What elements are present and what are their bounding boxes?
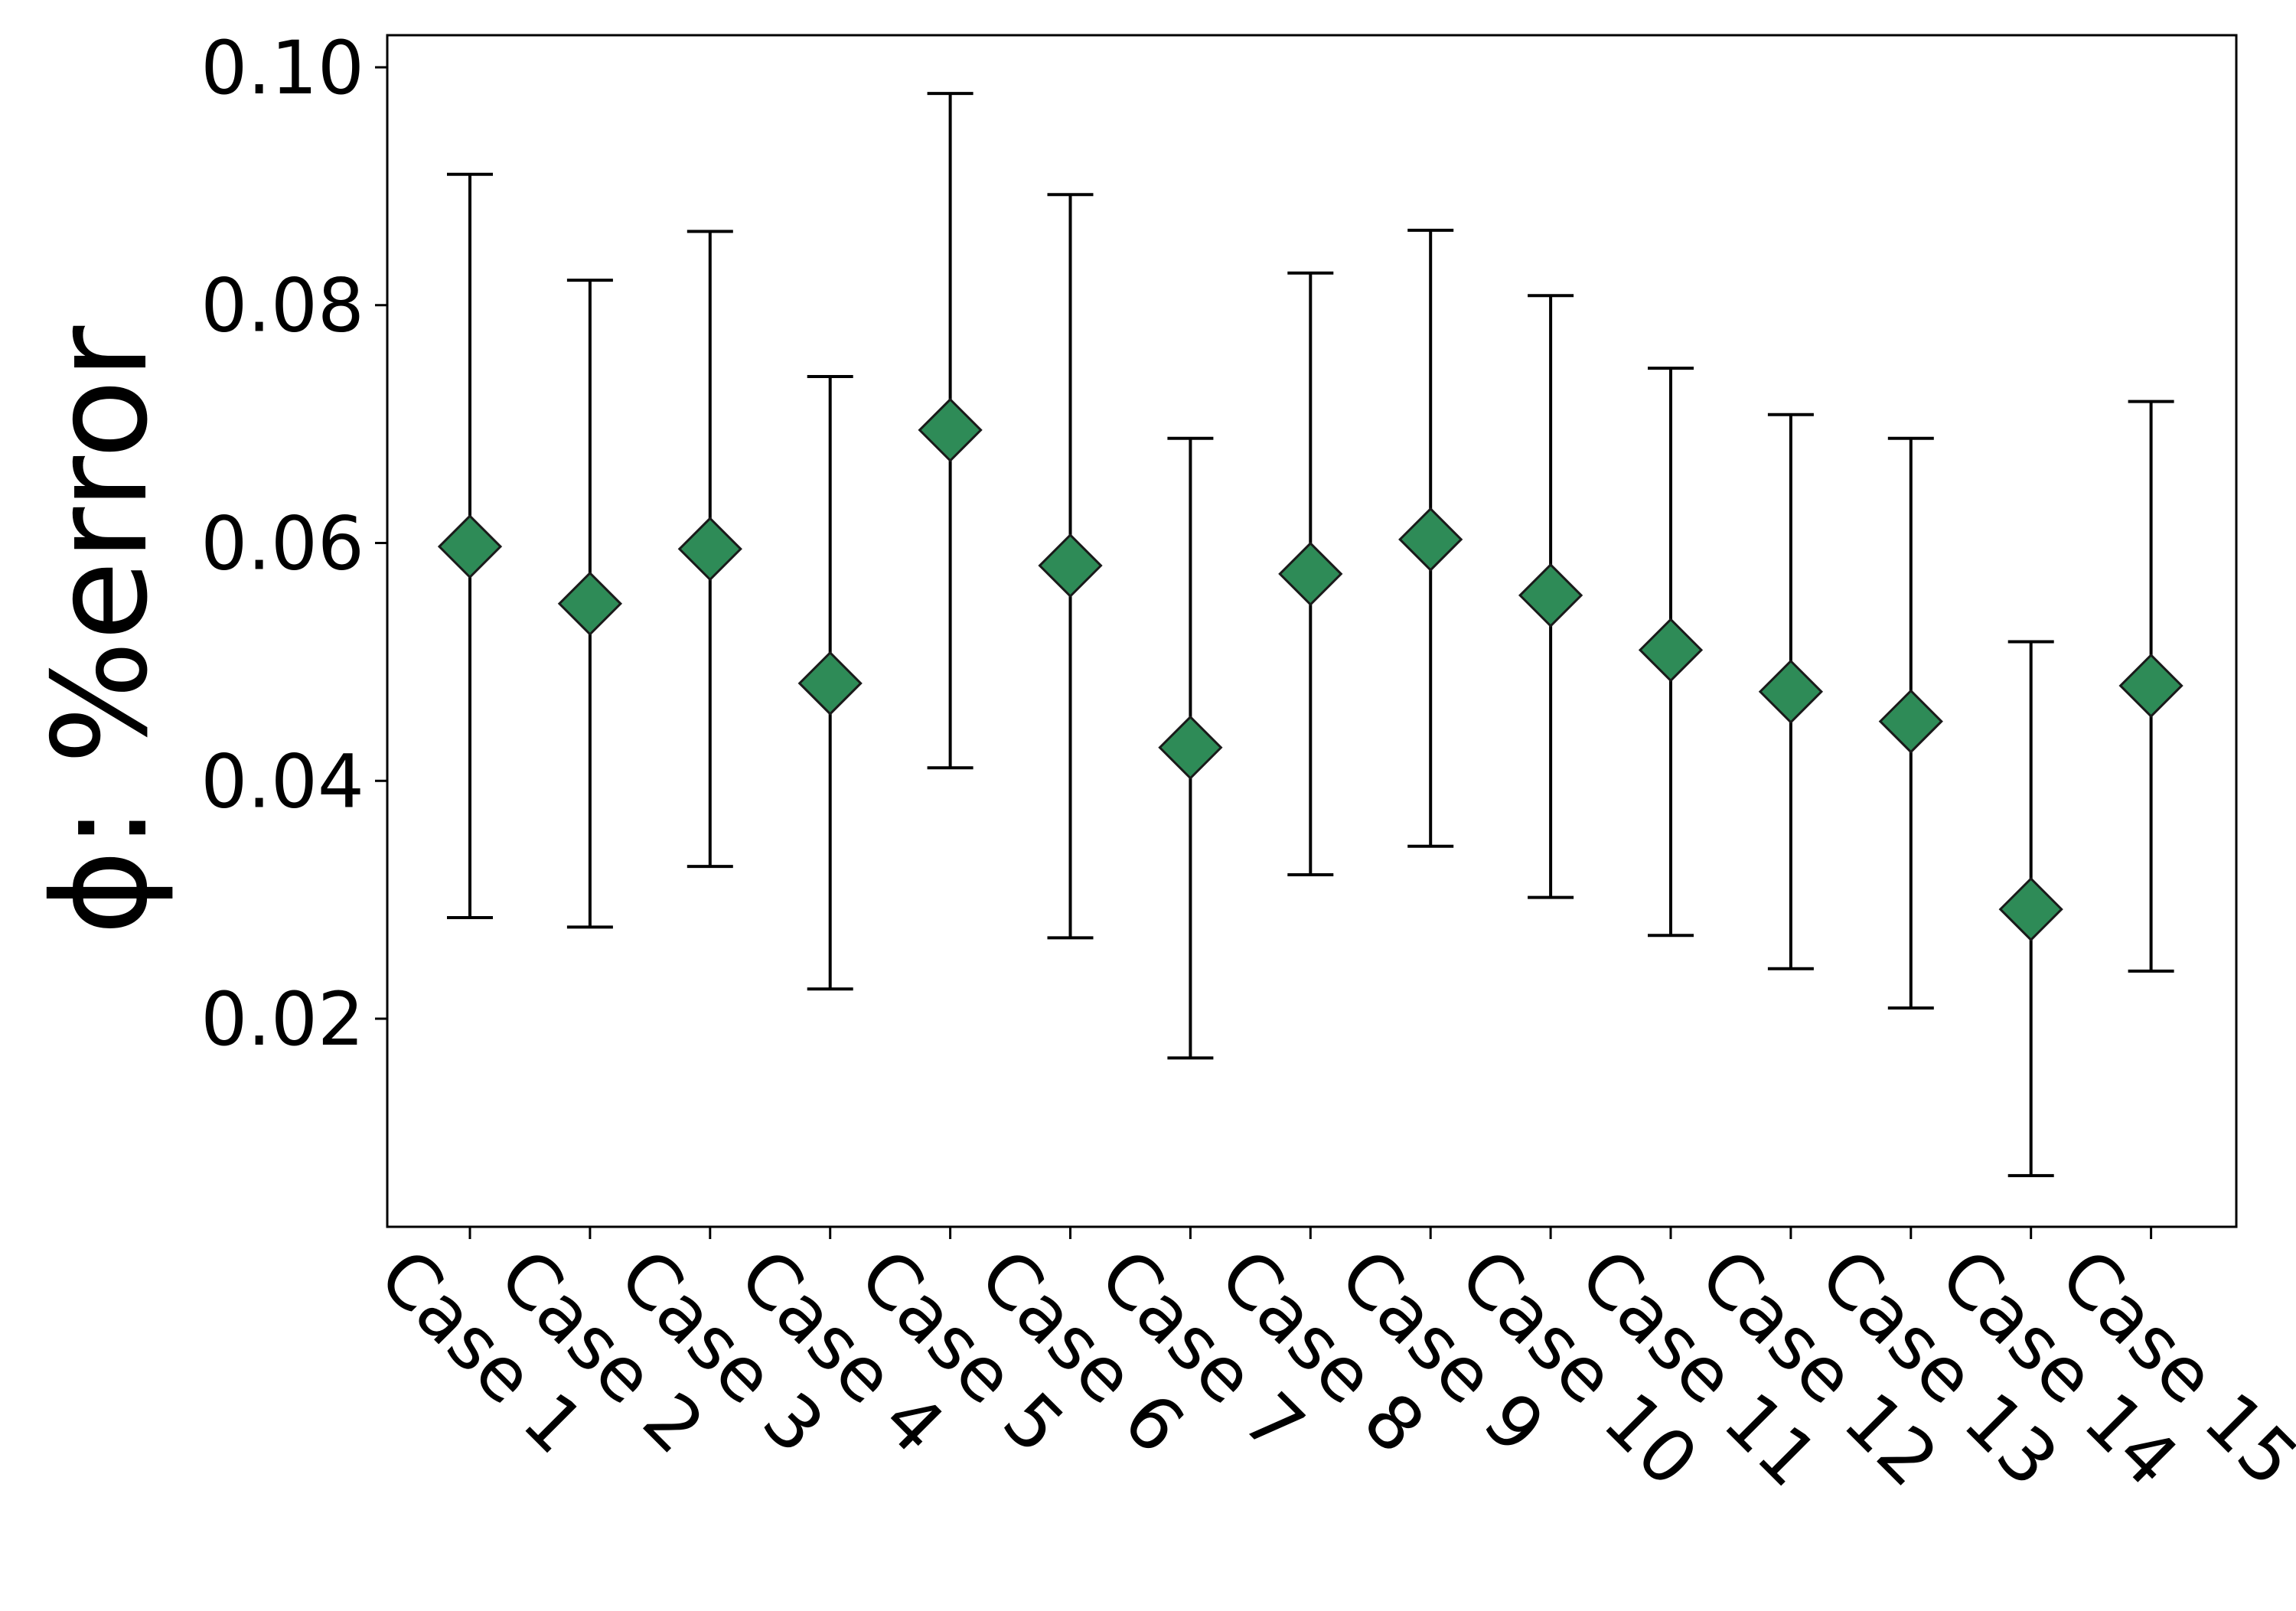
plot-frame [386,34,2238,1228]
data-point-marker [1158,715,1223,780]
y-tick-label: 0.06 [201,501,364,587]
data-point-marker [1518,563,1583,628]
data-point-marker [1638,618,1704,683]
data-point-marker [797,651,863,716]
data-point-marker [1398,507,1463,572]
y-axis: 0.02 0.04 0.06 0.08 0.10 [201,25,387,1062]
y-tick-label: 0.08 [201,263,364,349]
marker-group [437,397,2183,942]
data-point-marker [677,517,742,582]
data-point-marker [1998,876,2063,942]
y-tick-label: 0.10 [201,25,364,111]
errorbar-group [447,92,2174,1178]
data-point-marker [1038,533,1103,598]
y-tick-label: 0.04 [201,739,364,824]
data-point-marker [1758,659,1824,724]
y-tick-label: 0.02 [201,977,364,1062]
data-point-marker [557,571,623,636]
data-point-marker [2118,653,2183,719]
y-axis-label: ϕ: %error [25,326,177,936]
data-point-marker [1878,689,1943,754]
data-point-marker [918,397,983,463]
data-point-marker [437,514,503,579]
data-point-marker [1278,541,1343,607]
